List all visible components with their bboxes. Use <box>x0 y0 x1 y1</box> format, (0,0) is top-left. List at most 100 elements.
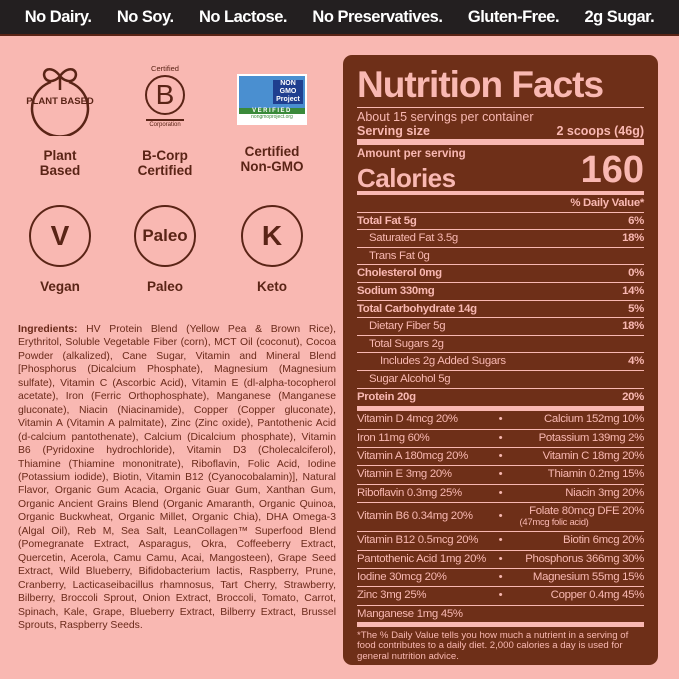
badge-b-corp: Certified B Corporation B-Corp Certified <box>110 64 220 178</box>
servings-per-container: About 15 servings per container <box>357 110 534 124</box>
badge-plant-based: PLANT BASED Plant Based <box>5 60 115 178</box>
vitamin-right: Thiamin 0.2mg 15% <box>547 468 645 481</box>
vitamin-left: Zinc 3mg 25% <box>357 589 427 602</box>
nutrient-name: Trans Fat 0g <box>369 249 430 262</box>
bullet: • <box>498 589 503 602</box>
vitamin-right: Vitamin C 18mg 20% <box>542 449 645 462</box>
vitamin-right: Magnesium 55mg 15% <box>532 570 644 583</box>
footnote: *The % Daily Value tells you how much a … <box>357 629 629 662</box>
vitamin-left: Vitamin B12 0.5mcg 20% <box>357 534 479 547</box>
vitamin-row: Iodine 30mcg 20% • Magnesium 55mg 15% <box>357 569 644 588</box>
keto-icon: K <box>241 205 303 267</box>
nutrient-dv: 0% <box>628 267 644 280</box>
vitamin-left: Iron 11mg 60% <box>357 431 430 444</box>
vitamin-left: Vitamin A 180mcg 20% <box>357 449 468 462</box>
vitamin-left: Vitamin D 4mcg 20% <box>357 413 458 426</box>
nutrient-row: Manganese 1mg 45% <box>357 606 644 627</box>
vitamin-left: Iodine 30mcg 20% <box>357 570 447 583</box>
nutrient-dv: 20% <box>622 390 644 403</box>
vitamin-right: Folate 80mcg DFE 20% <box>529 505 644 518</box>
badge-keto: K Keto <box>217 205 327 294</box>
bullet: • <box>498 431 503 444</box>
vitamin-right: Potassium 139mg 2% <box>538 431 645 444</box>
claim: No Dairy. <box>24 7 92 26</box>
vitamin-right: Niacin 3mg 20% <box>565 486 644 499</box>
ingredients-text: HV Protein Blend (Yellow Pea & Brown Ric… <box>18 324 336 631</box>
ingredients-heading: Ingredients: <box>18 324 78 335</box>
nutrition-facts-panel: Nutrition Facts About 15 servings per co… <box>343 55 658 665</box>
nutrient-row: Total Fat 5g 6% <box>357 213 644 231</box>
vitamin-right: Calcium 152mg 10% <box>544 413 644 426</box>
nutrient-name: Total Sugars 2g <box>369 337 444 350</box>
vitamin-row: Vitamin D 4mcg 20% • Calcium 152mg 10% <box>357 411 644 430</box>
nutrient-name: Protein 20g <box>357 390 416 403</box>
bullet: • <box>498 510 503 523</box>
nutrient-row: Sodium 330mg 14% <box>357 283 644 301</box>
nutrient-row: Trans Fat 0g <box>357 248 644 266</box>
nutrient-row: Protein 20g 20% <box>357 389 644 407</box>
vitamin-row: Riboflavin 0.3mg 25% • Niacin 3mg 20% <box>357 485 644 504</box>
dv-header: % Daily Value* <box>357 195 644 213</box>
vitamin-right: Biotin 6mcg 20% <box>563 534 644 547</box>
serving-size-value: 2 scoops (46g) <box>556 124 644 138</box>
bullet: • <box>498 570 503 583</box>
nutrient-dv: 6% <box>628 214 644 227</box>
nutrient-row: Includes 2g Added Sugars 4% <box>357 353 644 371</box>
vegan-icon: V <box>29 205 91 267</box>
nutrient-row: Total Sugars 2g <box>357 336 644 354</box>
vitamin-left: Riboflavin 0.3mg 25% <box>357 486 462 499</box>
vitamin-row: Vitamin B12 0.5mcg 20% • Biotin 6mcg 20% <box>357 532 644 551</box>
vitamin-row: Vitamin A 180mcg 20% • Vitamin C 18mg 20% <box>357 448 645 467</box>
claims-banner: No Dairy. No Soy. No Lactose. No Preserv… <box>0 0 679 36</box>
vitamin-right: Phosphorus 366mg 30% <box>525 552 644 565</box>
nutrient-dv: 18% <box>622 232 644 245</box>
badge-non-gmo: NON GMO Project VERIFIED nongmoproject.o… <box>217 74 327 174</box>
nutrient-name: Dietary Fiber 5g <box>369 320 446 333</box>
nutrient-name: Sodium 330mg <box>357 284 435 297</box>
b-corp-icon: Certified B Corporation <box>110 64 220 136</box>
amount-per-serving: Amount per serving <box>357 148 466 160</box>
nutrient-row: Saturated Fat 3.5g 18% <box>357 230 644 248</box>
vitamin-left: Vitamin E 3mg 20% <box>357 468 452 481</box>
ingredients-list: Ingredients: HV Protein Blend (Yellow Pe… <box>18 323 336 632</box>
vitamin-row: Iron 11mg 60% • Potassium 139mg 2% <box>357 430 644 448</box>
nutrient-dv: 4% <box>628 355 644 368</box>
plant-based-icon: PLANT BASED <box>5 60 115 136</box>
claim: 2g Sugar. <box>584 7 655 26</box>
vitamin-row: Zinc 3mg 25% • Copper 0.4mg 45% <box>357 587 644 606</box>
nutrient-dv: 18% <box>622 320 644 333</box>
vitamin-row: Pantothenic Acid 1mg 20% • Phosphorus 366m… <box>357 551 644 569</box>
nutrient-name: Total Carbohydrate 14g <box>357 302 477 315</box>
bullet: • <box>498 468 503 481</box>
folate-note: (47mcg folic acid) <box>519 517 589 529</box>
nutrient-dv: 14% <box>622 284 644 297</box>
bullet: • <box>498 552 503 565</box>
nutrient-name: Sugar Alcohol 5g <box>369 372 451 385</box>
nutrient-row: Cholesterol 0mg 0% <box>357 265 644 283</box>
vitamin-row: Vitamin E 3mg 20% • Thiamin 0.2mg 15% <box>357 466 645 485</box>
vitamin-left: Vitamin B6 0.34mg 20% <box>357 510 473 523</box>
bullet: • <box>498 534 503 547</box>
calories-label: Calories <box>357 163 456 193</box>
badge-paleo: Paleo Paleo <box>110 205 220 294</box>
claim: No Preservatives. <box>312 7 443 26</box>
nutrition-title: Nutrition Facts <box>357 63 644 108</box>
paleo-icon: Paleo <box>134 205 196 267</box>
non-gmo-icon: NON GMO Project VERIFIED nongmoproject.o… <box>237 74 307 125</box>
nutrient-name: Cholesterol 0mg <box>357 267 442 280</box>
nutrient-name: Total Fat 5g <box>357 214 417 227</box>
nutrient-row: Total Carbohydrate 14g 5% <box>357 301 644 319</box>
nutrient-row: Sugar Alcohol 5g <box>357 371 644 389</box>
nutrient-dv: 5% <box>628 302 644 315</box>
vitamin-left: Pantothenic Acid 1mg 20% <box>357 552 486 565</box>
vitamin-row: Vitamin B6 0.34mg 20% • Folate 80mcg DFE 2… <box>357 503 644 533</box>
nutrient-name: Includes 2g Added Sugars <box>380 355 506 368</box>
bullet: • <box>498 449 503 462</box>
claim: No Soy. <box>116 7 174 26</box>
bullet: • <box>498 413 503 426</box>
nutrient-name: Saturated Fat 3.5g <box>369 232 458 245</box>
serving-size-label: Serving size <box>357 124 430 138</box>
bullet: • <box>498 486 503 499</box>
claim: No Lactose. <box>198 7 288 26</box>
claim: Gluten-Free. <box>467 7 560 26</box>
